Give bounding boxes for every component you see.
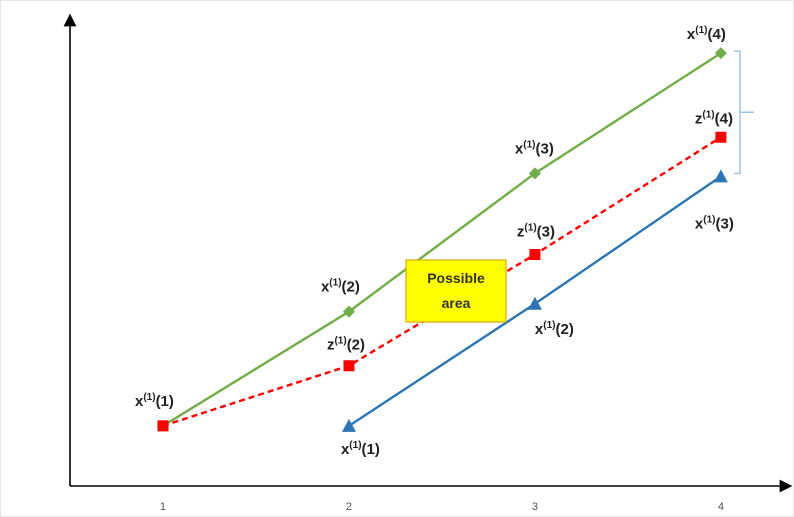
point-label: x(1)(4): [687, 25, 726, 43]
square-marker: [715, 131, 727, 143]
x-tick-label: 2: [346, 501, 352, 513]
square-marker: [343, 360, 355, 372]
triangle-marker: [713, 169, 728, 183]
point-label: z(1)(4): [695, 109, 733, 127]
point-label: x(1)(1): [135, 392, 174, 410]
annotation-box: [405, 259, 507, 323]
square-marker: [157, 420, 169, 432]
point-labels: x(1)(1) x(1)(2) x(1)(3) x(1)(4) z(1)(2) z(1)(…: [135, 25, 734, 458]
point-label: x(1)(1): [341, 440, 380, 458]
triangle-marker: [527, 296, 542, 310]
brace-path: [734, 50, 754, 175]
point-label: x(1)(2): [535, 320, 574, 338]
series-markers: [156, 47, 728, 432]
axes: [63, 13, 793, 493]
x-tick-label: 1: [160, 501, 166, 513]
x-tick-labels: 1 2 3 4: [160, 501, 724, 513]
series-line-upper: [162, 52, 722, 427]
x-tick-label: 3: [532, 501, 538, 513]
triangle-marker: [341, 418, 356, 432]
possible-area-annotation: Possible area: [405, 259, 507, 323]
diamond-marker: [714, 47, 727, 60]
square-marker: [529, 249, 541, 261]
point-label: z(1)(3): [517, 223, 555, 241]
point-label: x(1)(3): [515, 139, 554, 157]
annotation-text: area: [442, 295, 471, 311]
point-label: z(1)(2): [327, 336, 365, 354]
diamond-marker: [528, 167, 541, 180]
diamond-marker: [342, 305, 355, 318]
range-brace: [734, 50, 754, 175]
x-tick-label: 4: [718, 501, 724, 513]
point-label: x(1)(2): [321, 278, 360, 296]
series-lines: [162, 52, 722, 428]
annotation-text: Possible: [427, 270, 485, 286]
point-label: x(1)(3): [695, 214, 734, 232]
